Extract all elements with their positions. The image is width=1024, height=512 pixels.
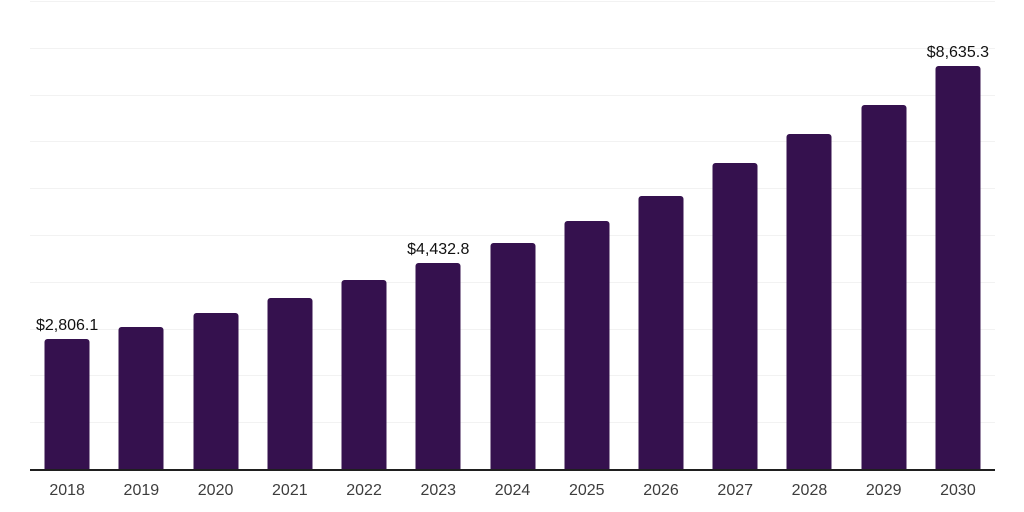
bar-2025 (564, 220, 610, 470)
bar-slot-2023: $4,432.8 (401, 2, 475, 470)
bar-2022 (341, 280, 387, 470)
bar-2026 (638, 195, 684, 470)
bar-2027 (712, 162, 758, 470)
bar-slot-2028 (772, 2, 846, 470)
x-axis-labels: 2018 2019 2020 2021 2022 2023 2024 2025 2026 2027… (30, 482, 995, 500)
bar-slot-2022 (327, 2, 401, 470)
plot-area: $2,806.1 $4,432.8 $8,635.3 (30, 1, 995, 471)
bar-slot-2021 (253, 2, 327, 470)
bar-2018 (44, 338, 90, 470)
bar-2029 (861, 104, 907, 470)
gridline (30, 235, 995, 236)
bar-slot-2024 (475, 2, 549, 470)
gridline (30, 188, 995, 190)
bar-slot-2030: $8,635.3 (921, 2, 995, 470)
bar-2023 (415, 262, 461, 470)
bar-slot-2018: $2,806.1 (30, 2, 104, 470)
bar-slot-2025 (550, 2, 624, 470)
bar-2019 (118, 327, 164, 470)
gridline (30, 47, 995, 49)
x-tick-label-2029: 2029 (865, 482, 902, 499)
bars-container: $2,806.1 $4,432.8 $8,635.3 (30, 2, 995, 470)
bar-2021 (267, 298, 313, 470)
x-tick-label-2026: 2026 (643, 482, 679, 499)
gridline (30, 94, 995, 96)
x-tick-label-2025: 2025 (568, 482, 605, 499)
gridline (30, 1, 995, 2)
x-tick-label-2027: 2027 (717, 482, 754, 499)
x-tick-label-2023: 2023 (420, 482, 457, 499)
x-tick-label-2030: 2030 (940, 482, 976, 499)
bar-slot-2019 (104, 2, 178, 470)
bar-2024 (490, 243, 536, 470)
bar-value-label-2023: $4,432.8 (407, 240, 470, 258)
bar-slot-2020 (178, 2, 252, 470)
x-tick-label-2028: 2028 (791, 482, 828, 499)
x-tick-label-2022: 2022 (346, 482, 382, 499)
bar-slot-2029 (847, 2, 921, 470)
bar-value-label-2030: $8,635.3 (926, 43, 990, 61)
bar-2028 (786, 133, 832, 470)
gridline (30, 141, 995, 143)
x-tick-label-2024: 2024 (494, 482, 531, 499)
bar-2020 (193, 313, 239, 470)
x-tick-label-2018: 2018 (49, 482, 85, 499)
x-tick-label-2021: 2021 (272, 482, 308, 499)
bar-slot-2027 (698, 2, 772, 470)
bar-2030 (935, 65, 981, 470)
x-tick-label-2019: 2019 (123, 482, 160, 499)
x-axis-line (30, 469, 995, 471)
x-tick-label-2020: 2020 (197, 482, 234, 499)
bar-slot-2026 (624, 2, 698, 470)
bar-value-label-2018: $2,806.1 (35, 316, 99, 334)
